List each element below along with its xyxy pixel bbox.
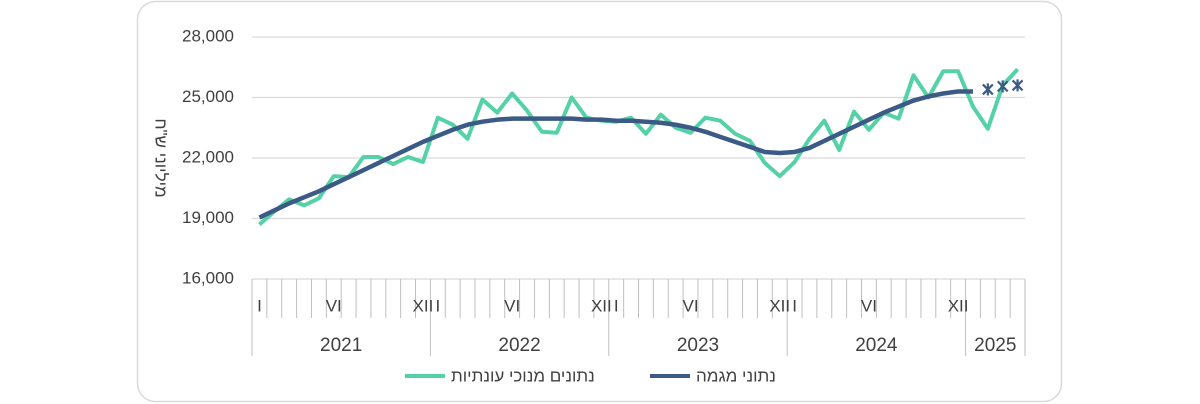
y-axis-label: מיליוני ש"ח	[152, 118, 171, 197]
y-tick-label: 25,000	[182, 87, 234, 106]
y-tick-label: 22,000	[182, 147, 234, 166]
x-tick-label: VI	[682, 296, 698, 315]
x-tick-label: XII	[591, 296, 612, 315]
x-tick-label: I	[614, 296, 619, 315]
x-tick-label: VI	[326, 296, 342, 315]
x-tick-label: I	[792, 296, 797, 315]
y-tick-label: 28,000	[182, 26, 234, 45]
legend-label: נתונים מנוכי עונתיות	[451, 366, 595, 385]
year-label: 2021	[320, 335, 362, 356]
y-tick-label: 19,000	[182, 208, 234, 227]
legend-label: נתוני מגמה	[696, 366, 776, 385]
star-marker	[982, 83, 994, 96]
card	[136, 0, 1063, 403]
x-tick-label: XII	[413, 296, 434, 315]
x-tick-label: XII	[948, 296, 969, 315]
star-marker	[996, 80, 1009, 93]
year-label: 2025	[974, 335, 1016, 356]
year-label: 2023	[677, 335, 719, 356]
year-label: 2022	[498, 335, 540, 356]
y-tick-label: 16,000	[182, 268, 234, 287]
star-marker	[1011, 79, 1024, 92]
x-tick-label: VI	[504, 296, 520, 315]
x-tick-label: VI	[861, 296, 877, 315]
x-tick-label: I	[435, 296, 440, 315]
year-label: 2024	[855, 335, 898, 356]
series-line	[258, 89, 973, 220]
x-tick-label: XII	[769, 296, 790, 315]
x-tick-label: I	[257, 296, 262, 315]
